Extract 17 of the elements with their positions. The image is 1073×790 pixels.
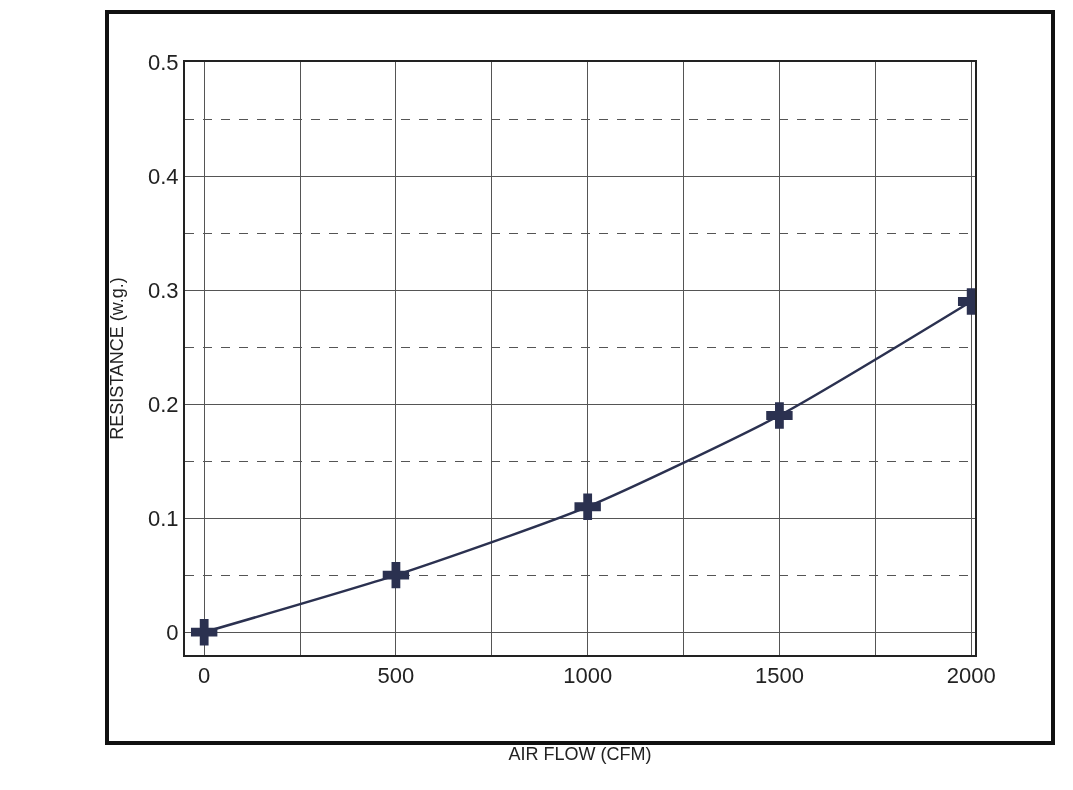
y-tick-label: 0.1 (148, 505, 179, 531)
point (766, 402, 793, 429)
x-tick-label: 2000 (946, 663, 996, 689)
point (382, 561, 410, 589)
point (574, 493, 601, 520)
x-tick-label: 0 (198, 663, 211, 689)
y-axis-title: RESISTANCE (w.g.) (106, 277, 127, 440)
y-tick-label: 0.2 (148, 391, 179, 417)
x-tick-label: 500 (377, 663, 415, 689)
x-tick-label: 1500 (754, 663, 804, 689)
point (190, 618, 218, 646)
y-tick-label: 0.5 (148, 49, 179, 75)
x-axis-title: AIR FLOW (CFM) (508, 744, 652, 764)
y-tick-label: 0.4 (148, 163, 179, 189)
y-tick-label: 0.3 (148, 277, 179, 303)
x-tick-label: 1000 (563, 663, 613, 689)
y-tick-label: 0 (166, 619, 179, 645)
